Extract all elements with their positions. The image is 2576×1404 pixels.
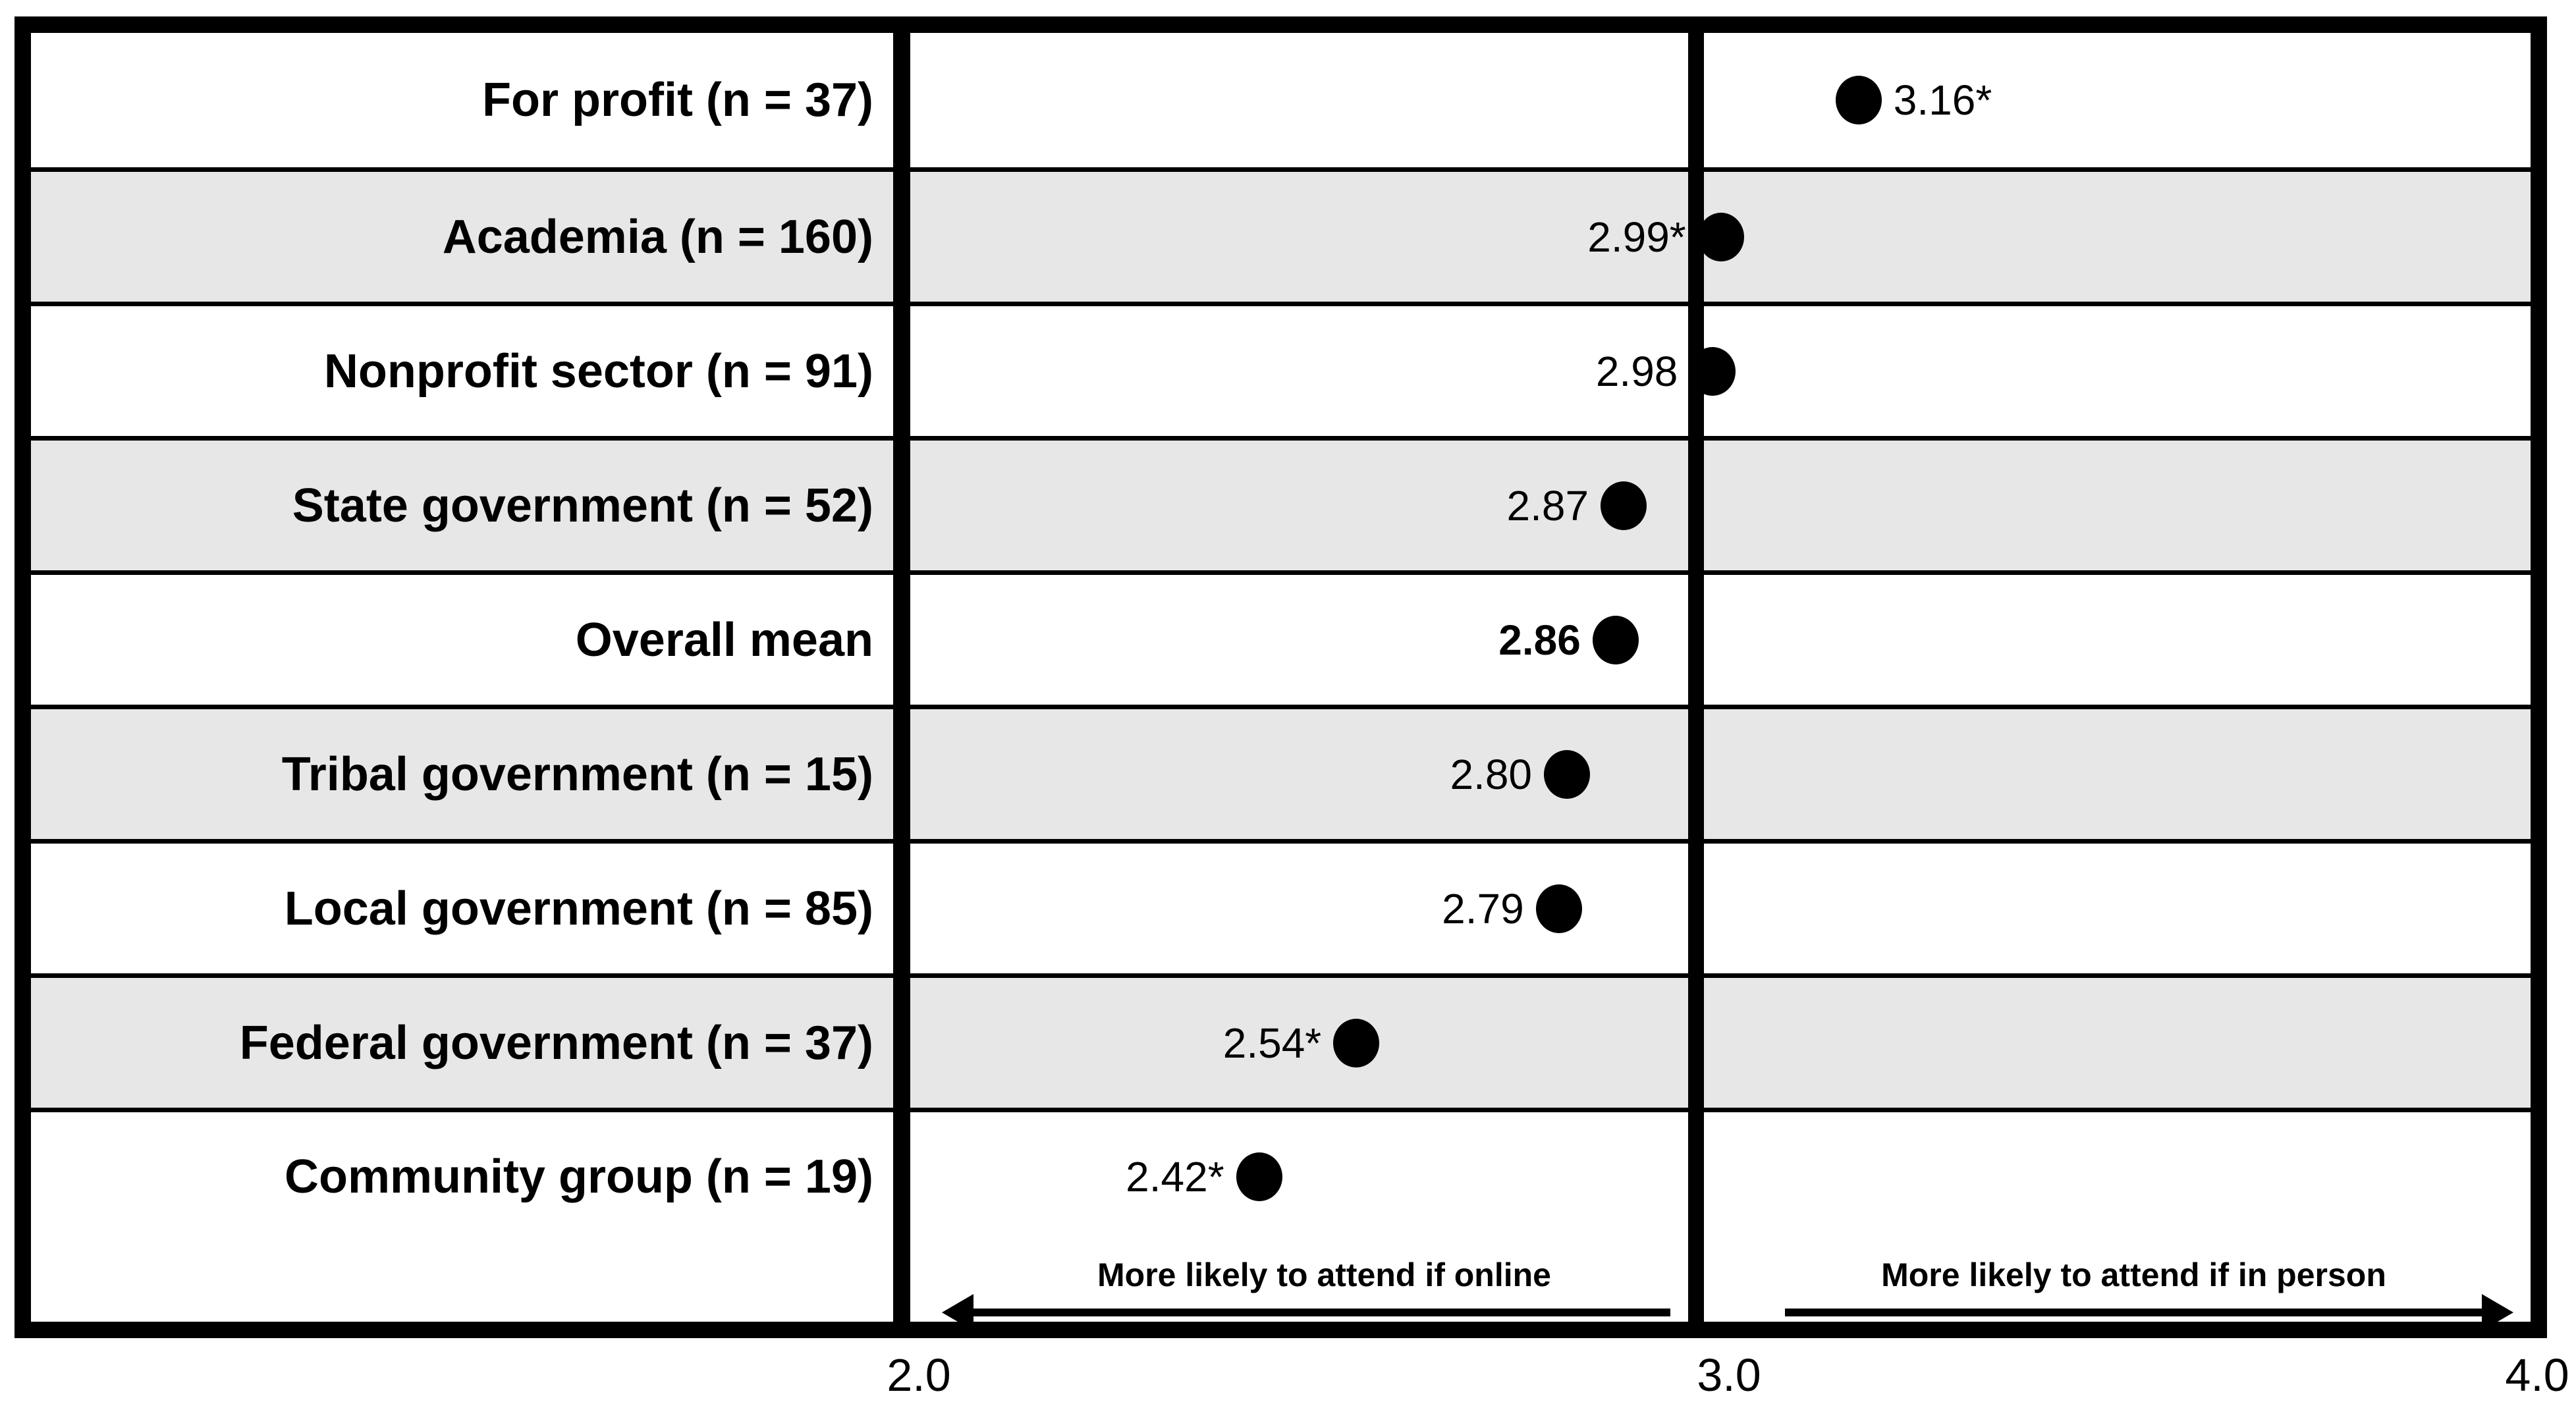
plot-cell-right-of-reference — [1704, 978, 2531, 1108]
x-axis-tick-2: 2.0 — [887, 1349, 951, 1401]
data-point-value: 2.80 — [1450, 750, 1532, 798]
plot-cell-right-of-reference — [1704, 441, 2531, 570]
category-cell: Local government (n = 85) — [31, 844, 910, 973]
category-cell: Nonprofit sector (n = 91) — [31, 306, 910, 436]
plot-cell-right-of-reference — [1704, 172, 2531, 302]
category-cell: Community group (n = 19) — [31, 1112, 910, 1322]
category-label: Academia (n = 160) — [442, 210, 873, 263]
table-row: For profit (n = 37) 3.16* — [31, 33, 2531, 167]
data-point-dot — [1535, 884, 1582, 933]
category-cell: Federal government (n = 37) — [31, 978, 910, 1108]
category-label: Overall mean — [575, 613, 873, 666]
category-cell: Tribal government (n = 15) — [31, 709, 910, 839]
table-row: Local government (n = 85) 2.79 — [31, 839, 2531, 973]
table-row: Federal government (n = 37) 2.54* — [31, 973, 2531, 1108]
data-point-value: 2.42* — [1126, 1153, 1224, 1201]
data-point-value: 2.98 — [1595, 347, 1678, 395]
plot-cell-left-of-reference — [910, 844, 1704, 973]
annotation-in-person-label: More likely to attend if in person — [1881, 1256, 2386, 1293]
table-row: Tribal government (n = 15) 2.80 — [31, 705, 2531, 839]
category-label: Local government (n = 85) — [284, 882, 873, 935]
annotation-online: More likely to attend if online — [927, 1256, 1721, 1316]
plot-cell-right-of-reference — [1704, 844, 2531, 973]
data-point-value: 2.54* — [1222, 1019, 1322, 1067]
category-cell: Academia (n = 160) — [31, 172, 910, 302]
plot-cell-left-of-reference — [910, 575, 1704, 705]
left-arrow-icon — [972, 1309, 1670, 1316]
data-point-value: 2.79 — [1442, 884, 1524, 932]
category-label: Community group (n = 19) — [284, 1150, 873, 1203]
table-row: Academia (n = 160) 2.99* — [31, 167, 2531, 302]
table-row: Overall mean 2.86 — [31, 570, 2531, 705]
data-point-dot — [1544, 749, 1590, 799]
category-label: State government (n = 52) — [292, 479, 873, 532]
plot-cell-right-of-reference — [1704, 709, 2531, 839]
plot-cell-left-of-reference — [910, 1112, 1704, 1322]
data-point-value: 2.86 — [1498, 616, 1581, 664]
data-point-dot — [1835, 76, 1882, 124]
data-point-dot — [1601, 481, 1647, 530]
data-point-dot — [1236, 1152, 1282, 1201]
plot-cell-left-of-reference — [910, 33, 1704, 167]
data-point-value: 3.16* — [1893, 76, 1992, 124]
data-point-dot — [1592, 615, 1639, 664]
category-label: Nonprofit sector (n = 91) — [323, 344, 873, 398]
data-point-value: 2.99* — [1587, 213, 1686, 261]
category-label: For profit (n = 37) — [482, 74, 873, 126]
category-cell: State government (n = 52) — [31, 441, 910, 570]
plot-cell-left-of-reference — [910, 441, 1704, 570]
plot-cell-right-of-reference — [1704, 306, 2531, 436]
x-axis-tick-3: 3.0 — [1697, 1349, 1761, 1401]
category-cell: For profit (n = 37) — [31, 33, 910, 167]
x-axis-tick-4: 4.0 — [2505, 1349, 2569, 1401]
plot-table: For profit (n = 37) 3.16* Academia (n = 16… — [14, 16, 2547, 1338]
annotation-in-person: More likely to attend if in person — [1737, 1256, 2531, 1316]
direction-annotations: More likely to attend if online More lik… — [31, 1112, 2531, 1322]
plot-cell-left-of-reference — [910, 709, 1704, 839]
plot-cell-left-of-reference — [910, 978, 1704, 1108]
plot-cell-right-of-reference — [1704, 575, 2531, 705]
table-row: State government (n = 52) 2.87 — [31, 436, 2531, 570]
table-row: Nonprofit sector (n = 91) 2.98 — [31, 302, 2531, 436]
data-point-value: 2.87 — [1506, 481, 1589, 529]
table-row: Community group (n = 19) 2.42* More likel… — [31, 1108, 2531, 1322]
category-label: Federal government (n = 37) — [239, 1016, 873, 1069]
data-point-dot — [1333, 1018, 1380, 1067]
data-point-dot — [1689, 346, 1736, 396]
annotation-online-label: More likely to attend if online — [1097, 1256, 1551, 1293]
right-arrow-icon — [1784, 1309, 2483, 1316]
data-point-dot — [1697, 212, 1744, 261]
category-label: Tribal government (n = 15) — [281, 747, 873, 801]
category-cell: Overall mean — [31, 575, 910, 705]
